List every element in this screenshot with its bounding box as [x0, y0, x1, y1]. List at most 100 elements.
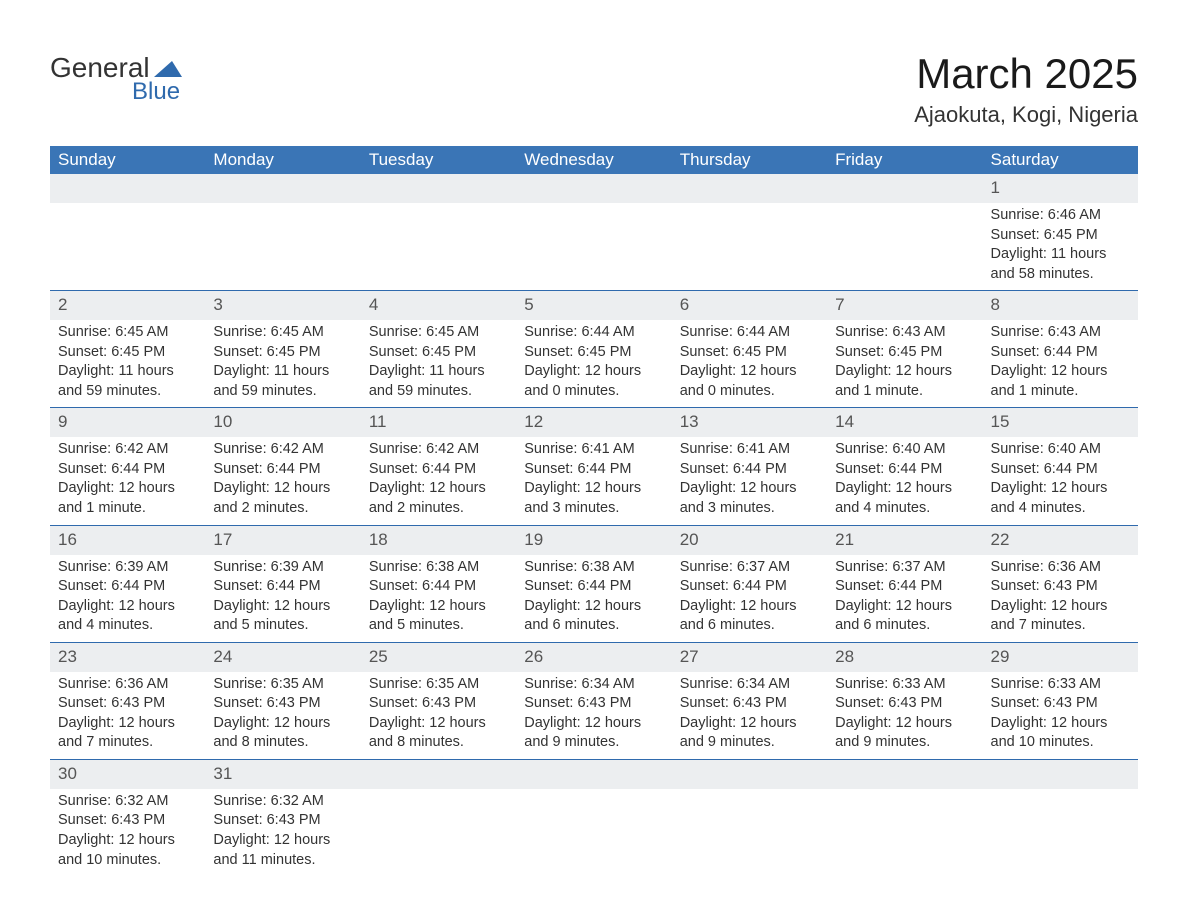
calendar-cell: 28Sunrise: 6:33 AMSunset: 6:43 PMDayligh…: [827, 642, 982, 759]
day-sunrise: Sunrise: 6:45 AM: [369, 323, 508, 343]
day-daylight1: Daylight: 11 hours: [213, 362, 352, 382]
page: General Blue March 2025 Ajaokuta, Kogi, …: [0, 0, 1188, 918]
day-number-row: 14: [827, 408, 982, 437]
day-number-row: 15: [983, 408, 1138, 437]
day-header: Thursday: [672, 146, 827, 174]
day-sunrise: Sunrise: 6:33 AM: [991, 675, 1130, 695]
calendar-header-row: Sunday Monday Tuesday Wednesday Thursday…: [50, 146, 1138, 174]
calendar-cell: 14Sunrise: 6:40 AMSunset: 6:44 PMDayligh…: [827, 408, 982, 525]
day-daylight2: and 8 minutes.: [213, 733, 352, 753]
calendar-cell: [516, 174, 671, 291]
day-content: Sunrise: 6:45 AMSunset: 6:45 PMDaylight:…: [361, 320, 516, 407]
day-header: Saturday: [983, 146, 1138, 174]
day-content: [672, 203, 827, 212]
day-sunset: Sunset: 6:43 PM: [680, 694, 819, 714]
day-sunset: Sunset: 6:44 PM: [835, 460, 974, 480]
day-number: 30: [50, 760, 205, 789]
day-number: [827, 174, 982, 203]
day-daylight2: and 2 minutes.: [369, 499, 508, 519]
day-number-row: 31: [205, 760, 360, 789]
day-sunrise: Sunrise: 6:41 AM: [524, 440, 663, 460]
day-daylight1: Daylight: 12 hours: [680, 479, 819, 499]
day-number: 2: [50, 291, 205, 320]
day-daylight1: Daylight: 12 hours: [991, 714, 1130, 734]
day-daylight1: Daylight: 12 hours: [369, 597, 508, 617]
day-number: 19: [516, 526, 671, 555]
day-sunset: Sunset: 6:45 PM: [58, 343, 197, 363]
calendar-cell: [50, 174, 205, 291]
day-number: 27: [672, 643, 827, 672]
day-daylight1: Daylight: 12 hours: [835, 362, 974, 382]
day-number-row: [983, 760, 1138, 789]
day-sunset: Sunset: 6:44 PM: [680, 460, 819, 480]
day-daylight2: and 6 minutes.: [680, 616, 819, 636]
day-number: 12: [516, 408, 671, 437]
calendar-cell: [672, 759, 827, 876]
day-number-row: 25: [361, 643, 516, 672]
day-sunrise: Sunrise: 6:37 AM: [835, 558, 974, 578]
day-sunset: Sunset: 6:43 PM: [213, 694, 352, 714]
day-header: Wednesday: [516, 146, 671, 174]
day-sunset: Sunset: 6:45 PM: [835, 343, 974, 363]
day-content: Sunrise: 6:38 AMSunset: 6:44 PMDaylight:…: [516, 555, 671, 642]
day-content: Sunrise: 6:42 AMSunset: 6:44 PMDaylight:…: [361, 437, 516, 524]
calendar-cell: 31Sunrise: 6:32 AMSunset: 6:43 PMDayligh…: [205, 759, 360, 876]
calendar-cell: 29Sunrise: 6:33 AMSunset: 6:43 PMDayligh…: [983, 642, 1138, 759]
calendar-cell: 1Sunrise: 6:46 AMSunset: 6:45 PMDaylight…: [983, 174, 1138, 291]
day-number-row: 5: [516, 291, 671, 320]
calendar-cell: [516, 759, 671, 876]
day-number-row: 1: [983, 174, 1138, 203]
day-number-row: [361, 760, 516, 789]
day-daylight2: and 1 minute.: [991, 382, 1130, 402]
day-sunrise: Sunrise: 6:39 AM: [58, 558, 197, 578]
calendar-cell: 30Sunrise: 6:32 AMSunset: 6:43 PMDayligh…: [50, 759, 205, 876]
calendar-cell: 27Sunrise: 6:34 AMSunset: 6:43 PMDayligh…: [672, 642, 827, 759]
calendar-cell: [983, 759, 1138, 876]
day-daylight2: and 7 minutes.: [58, 733, 197, 753]
day-daylight2: and 5 minutes.: [213, 616, 352, 636]
day-number-row: 8: [983, 291, 1138, 320]
day-sunrise: Sunrise: 6:38 AM: [369, 558, 508, 578]
day-number: 15: [983, 408, 1138, 437]
day-number-row: 26: [516, 643, 671, 672]
day-content: Sunrise: 6:41 AMSunset: 6:44 PMDaylight:…: [672, 437, 827, 524]
day-content: Sunrise: 6:36 AMSunset: 6:43 PMDaylight:…: [983, 555, 1138, 642]
day-number-row: 18: [361, 526, 516, 555]
day-number: [361, 760, 516, 789]
day-content: Sunrise: 6:41 AMSunset: 6:44 PMDaylight:…: [516, 437, 671, 524]
day-daylight2: and 0 minutes.: [524, 382, 663, 402]
day-sunset: Sunset: 6:44 PM: [991, 460, 1130, 480]
day-sunset: Sunset: 6:43 PM: [58, 811, 197, 831]
day-daylight2: and 9 minutes.: [680, 733, 819, 753]
day-content: Sunrise: 6:44 AMSunset: 6:45 PMDaylight:…: [672, 320, 827, 407]
day-sunset: Sunset: 6:44 PM: [213, 577, 352, 597]
calendar-week-row: 23Sunrise: 6:36 AMSunset: 6:43 PMDayligh…: [50, 642, 1138, 759]
day-sunrise: Sunrise: 6:34 AM: [524, 675, 663, 695]
day-number-row: [50, 174, 205, 203]
day-sunset: Sunset: 6:45 PM: [680, 343, 819, 363]
day-daylight2: and 6 minutes.: [524, 616, 663, 636]
day-sunrise: Sunrise: 6:39 AM: [213, 558, 352, 578]
day-content: [516, 203, 671, 212]
calendar-cell: [827, 759, 982, 876]
day-daylight2: and 0 minutes.: [680, 382, 819, 402]
day-number-row: 4: [361, 291, 516, 320]
day-number-row: 3: [205, 291, 360, 320]
calendar-week-row: 9Sunrise: 6:42 AMSunset: 6:44 PMDaylight…: [50, 408, 1138, 525]
day-number: [205, 174, 360, 203]
day-daylight2: and 9 minutes.: [524, 733, 663, 753]
day-number-row: [205, 174, 360, 203]
day-content: [827, 789, 982, 798]
calendar-cell: 6Sunrise: 6:44 AMSunset: 6:45 PMDaylight…: [672, 291, 827, 408]
day-sunrise: Sunrise: 6:42 AM: [58, 440, 197, 460]
title-block: March 2025 Ajaokuta, Kogi, Nigeria: [914, 30, 1138, 138]
day-number-row: [516, 174, 671, 203]
day-content: Sunrise: 6:38 AMSunset: 6:44 PMDaylight:…: [361, 555, 516, 642]
day-sunrise: Sunrise: 6:34 AM: [680, 675, 819, 695]
day-number-row: 17: [205, 526, 360, 555]
day-content: [827, 203, 982, 212]
day-content: Sunrise: 6:39 AMSunset: 6:44 PMDaylight:…: [50, 555, 205, 642]
day-content: Sunrise: 6:36 AMSunset: 6:43 PMDaylight:…: [50, 672, 205, 759]
day-number: [516, 174, 671, 203]
day-number-row: 6: [672, 291, 827, 320]
